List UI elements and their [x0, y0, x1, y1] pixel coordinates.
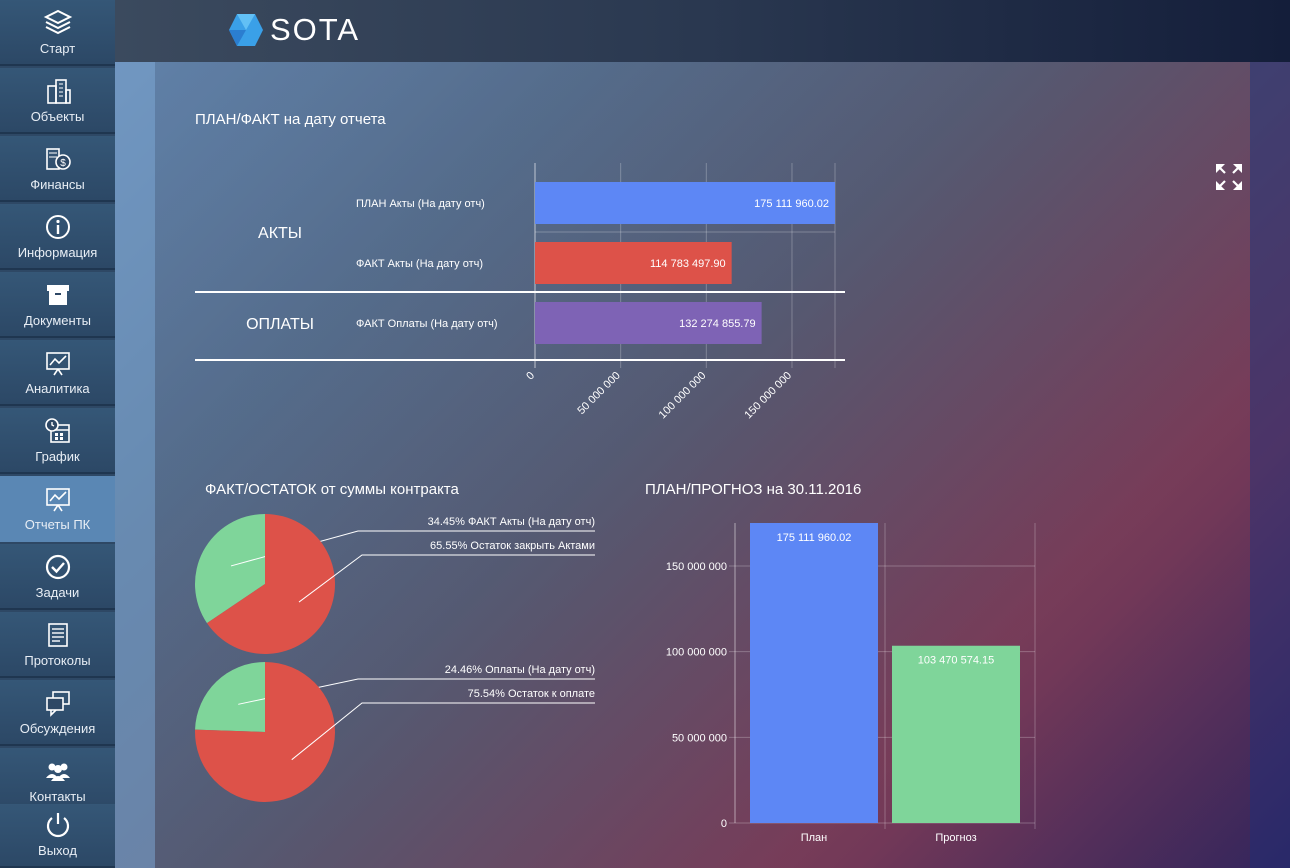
power-icon [43, 810, 73, 840]
sidebar-item-1[interactable]: Объекты [0, 68, 115, 134]
pie-leader-line [291, 702, 595, 761]
sidebar-item-label: Объекты [30, 109, 85, 124]
sidebar-item-5[interactable]: Аналитика [0, 340, 115, 406]
category-label: ПЛАН Акты (На дату отч) [356, 198, 485, 210]
sidebar-item-4[interactable]: Документы [0, 272, 115, 338]
calendar-clock-icon [43, 416, 73, 446]
bar [750, 523, 878, 823]
pie-slice-label: 24.46% Оплаты (На дату отч) [445, 664, 595, 676]
sidebar-item-6[interactable]: График [0, 408, 115, 474]
pie-charts: 34.45% ФАКТ Акты (На дату отч) 65.55% Ост… [195, 514, 595, 802]
header: SOTA [115, 0, 1290, 62]
sidebar-item-label: Задачи [35, 585, 80, 600]
sidebar-item-label: Финансы [30, 177, 85, 192]
hexagon-logo-icon [229, 14, 263, 46]
pies-title: ФАКТ/ОСТАТОК от суммы контракта [205, 481, 459, 498]
y-tick-label: 0 [721, 818, 727, 830]
y-tick-label: 50 000 000 [672, 732, 727, 744]
logo[interactable]: SOTA [228, 12, 360, 48]
category-label: ФАКТ Акты (На дату отч) [356, 258, 483, 270]
pie-slice-label: 65.55% Остаток закрыть Актами [430, 540, 595, 552]
pie-slice [195, 662, 265, 732]
sidebar-item-label: Информация [17, 245, 98, 260]
sidebar-item-0[interactable]: Старт [0, 0, 115, 66]
sidebar-item-2[interactable]: $ Финансы [0, 136, 115, 202]
layers-icon [43, 8, 73, 38]
group-label: АКТЫ [258, 225, 302, 242]
bar-value-label: 175 111 960.02 [777, 532, 852, 544]
sidebar-item-3[interactable]: Информация [0, 204, 115, 270]
expand-arrows-icon [1216, 164, 1242, 190]
sidebar-item-7[interactable]: Отчеты ПК [0, 476, 115, 542]
sidebar-item-8[interactable]: Задачи [0, 544, 115, 610]
sidebar-item-label: Контакты [29, 789, 86, 804]
check-circle-icon [43, 552, 73, 582]
x-tick-label: 150 000 000 [742, 370, 794, 422]
svg-text:$: $ [60, 158, 66, 169]
logo-text: SOTA [270, 12, 361, 47]
sidebar-item-9[interactable]: Протоколы [0, 612, 115, 678]
group-label: ОПЛАТЫ [246, 316, 314, 333]
info-icon [43, 212, 73, 242]
pie-slice [195, 662, 335, 802]
left-strip [115, 62, 155, 868]
category-label: ФАКТ Оплаты (На дату отч) [356, 318, 498, 330]
document-list-icon [43, 620, 73, 650]
pie-leader-line [298, 554, 595, 603]
sidebar-item-label: Аналитика [25, 381, 90, 396]
bar-value-label: 103 470 574.15 [918, 655, 994, 667]
sidebar-item-label: Выход [38, 843, 77, 858]
sidebar-item-label: Отчеты ПК [24, 517, 91, 532]
sidebar-item-label: Документы [23, 313, 91, 328]
x-tick-label: 50 000 000 [575, 370, 622, 417]
y-tick-label: 150 000 000 [666, 561, 727, 573]
presentation-chart-icon [43, 348, 73, 378]
pie-slice-label: 75.54% Остаток к оплате [468, 688, 595, 700]
sidebar-item-10[interactable]: Обсуждения [0, 680, 115, 746]
sidebar-item-label: Старт [39, 41, 76, 56]
sidebar-item-label: Протоколы [24, 653, 91, 668]
x-tick-label: 100 000 000 [657, 370, 709, 422]
report-chart-icon [43, 484, 73, 514]
bar [535, 302, 762, 344]
sidebar-item-11[interactable]: Контакты [0, 748, 115, 814]
fullscreen-expand-icon[interactable] [1214, 162, 1244, 192]
archive-box-icon [43, 280, 73, 310]
bar [892, 645, 1020, 823]
sidebar: Старт Объекты $ Финансы Информация Документы А… [0, 0, 115, 868]
bar [535, 182, 835, 224]
x-tick-label: 0 [524, 370, 537, 383]
pie-slice [206, 514, 335, 654]
sidebar-item-label: График [35, 449, 80, 464]
x-category-label: План [801, 832, 828, 844]
pie-slice [195, 514, 265, 624]
chat-windows-icon [43, 688, 73, 718]
bar-value-label: 114 783 497.90 [650, 258, 726, 270]
bar [535, 242, 732, 284]
sidebar-item-label: Обсуждения [19, 721, 96, 736]
y-tick-label: 100 000 000 [666, 647, 727, 659]
people-icon [43, 756, 73, 786]
forecast-title: ПЛАН/ПРОГНОЗ на 30.11.2016 [645, 481, 862, 498]
right-strip [1250, 62, 1290, 868]
bar-value-label: 132 274 855.79 [679, 318, 755, 330]
sidebar-item-12[interactable]: Выход [0, 804, 115, 868]
pie-slice-label: 34.45% ФАКТ Акты (На дату отч) [428, 516, 595, 528]
x-category-label: Прогноз [935, 832, 976, 844]
finance-icon: $ [43, 144, 73, 174]
planfact-bar-chart: 0 50 000 000 100 000 000 150 000 000 АКТЫ ОПЛ… [195, 163, 845, 422]
building-icon [43, 76, 73, 106]
forecast-bar-chart: 0 50 000 000 100 000 000 150 000 000 175 111… [666, 523, 1036, 844]
bar-value-label: 175 111 960.02 [754, 198, 829, 210]
planfact-title: ПЛАН/ФАКТ на дату отчета [195, 111, 386, 128]
